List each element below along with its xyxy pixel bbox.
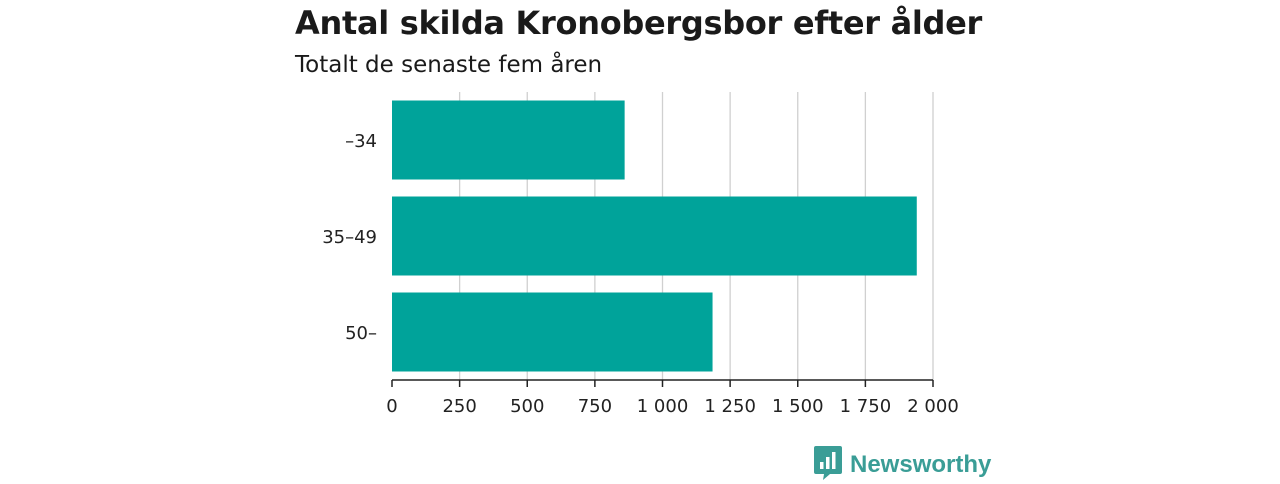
bar: [392, 196, 917, 276]
chart-title: Antal skilda Kronobergsbor efter ålder: [295, 4, 983, 42]
x-tick-label: 750: [578, 396, 612, 417]
logo-text: Newsworthy: [850, 451, 992, 478]
bar: [392, 292, 713, 372]
bar-chart-bubble-icon: [814, 446, 842, 484]
bars: [392, 100, 917, 372]
chart-subtitle: Totalt de senaste fem åren: [295, 52, 603, 78]
x-tick-label: 1 250: [704, 396, 756, 417]
x-tick-label: 250: [442, 396, 476, 417]
x-tick-label: 0: [386, 396, 397, 417]
x-tick-label: 1 500: [772, 396, 824, 417]
x-axis: 0 250 500 750 1 000 1 250 1 500 1 750 2 000: [386, 379, 959, 417]
x-tick-label: 1 750: [840, 396, 892, 417]
category-labels: –34 35–49 50–: [322, 131, 377, 344]
category-label: 35–49: [322, 227, 377, 248]
bar: [392, 100, 625, 180]
x-tick-label: 500: [510, 396, 544, 417]
category-label: 50–: [345, 323, 377, 344]
category-label: –34: [345, 131, 377, 152]
x-tick-label: 1 000: [637, 396, 689, 417]
x-tick-label: 2 000: [907, 396, 959, 417]
newsworthy-logo: Newsworthy: [814, 446, 991, 484]
